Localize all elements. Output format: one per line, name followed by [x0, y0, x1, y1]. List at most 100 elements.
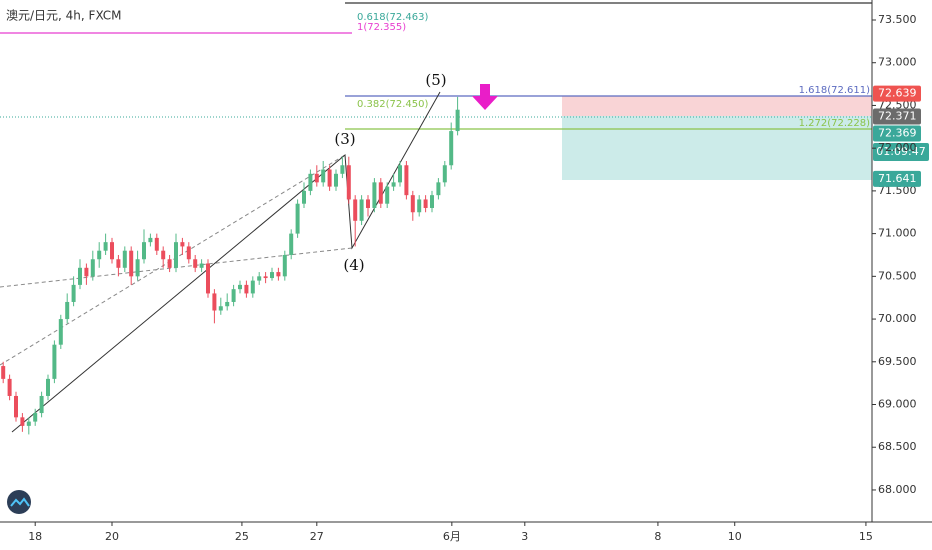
candle-body: [353, 199, 358, 221]
candle-body: [46, 378, 50, 396]
price-label-box: [873, 85, 921, 102]
candle-body: [103, 242, 108, 251]
y-tick-label: 73.000: [878, 56, 917, 69]
candle-body: [442, 165, 447, 183]
candle-body: [1, 366, 6, 379]
x-tick-label: 20: [105, 530, 119, 543]
candle-body: [257, 276, 262, 281]
candle-body: [199, 263, 204, 268]
candle-body: [71, 284, 76, 302]
y-tick-label: 72.000: [878, 141, 917, 154]
countdown-box: [873, 143, 929, 161]
x-tick-label: 3: [521, 530, 528, 543]
x-tick-label: 25: [235, 530, 249, 543]
candle-body: [212, 293, 217, 311]
candle-body: [289, 233, 294, 255]
y-tick-label: 71.500: [878, 184, 917, 197]
candle-body: [340, 165, 345, 174]
y-tick-label: 68.500: [878, 440, 917, 453]
candle-body: [276, 272, 281, 277]
fib-label: 1(72.355): [357, 22, 406, 33]
candle-body: [295, 203, 300, 234]
stop-zone: [562, 96, 872, 116]
candle-body: [238, 284, 242, 290]
candle-body: [372, 182, 377, 208]
candle-body: [334, 173, 338, 187]
wave-guide: [0, 154, 346, 366]
candle-body: [110, 242, 114, 260]
fib-label: 0.382(72.450): [357, 99, 429, 110]
candle-body: [97, 250, 102, 260]
price-label: 72.369: [878, 126, 917, 139]
candle-body: [417, 199, 422, 213]
candle-body: [314, 173, 319, 183]
x-tick-label: 8: [654, 530, 661, 543]
candle-body: [148, 237, 153, 243]
candle-body: [20, 417, 25, 426]
candle-body: [174, 242, 178, 268]
candle-body: [244, 284, 249, 294]
candle-body: [250, 280, 255, 294]
chart-title: 澳元/日元, 4h, FXCM: [6, 9, 122, 23]
down-arrow: [472, 84, 498, 110]
x-tick-label: 10: [728, 530, 742, 543]
x-tick-label: 15: [859, 530, 873, 543]
y-tick-label: 70.000: [878, 312, 917, 325]
candle-body: [26, 421, 31, 426]
candle-body: [231, 289, 236, 302]
candle-body: [154, 237, 159, 251]
target-zone: [562, 116, 872, 180]
candle-body: [180, 242, 185, 247]
candle-body: [52, 344, 57, 379]
fib-label: 0.618(72.463): [357, 12, 429, 23]
y-tick-label: 69.000: [878, 398, 917, 411]
candle-body: [84, 267, 89, 277]
candle-body: [206, 263, 210, 294]
wave-label: (4): [343, 256, 364, 274]
candle-body: [404, 165, 409, 196]
candle-body: [391, 182, 396, 187]
candle-body: [33, 413, 38, 422]
wave-label: (5): [425, 71, 446, 89]
fib-label: 1.618(72.611): [799, 85, 871, 96]
countdown: 01:09:47: [876, 145, 925, 158]
candle-body: [327, 169, 332, 187]
price-label-box: [873, 108, 921, 125]
price-label: 72.371: [878, 109, 917, 122]
candle-body: [218, 306, 223, 311]
candle-body: [378, 182, 383, 204]
wave-label: (3): [334, 130, 355, 148]
candle-body: [225, 301, 230, 307]
y-tick-label: 71.000: [878, 227, 917, 240]
candle-body: [385, 186, 390, 204]
candle-body: [122, 250, 127, 268]
y-tick-label: 69.500: [878, 355, 917, 368]
candle-body: [14, 395, 18, 418]
candle-body: [366, 199, 370, 208]
candle-body: [7, 378, 12, 396]
price-label: 72.639: [878, 87, 917, 100]
y-tick-label: 73.500: [878, 13, 917, 26]
candle-body: [398, 165, 402, 183]
candle-body: [65, 301, 70, 320]
candle-body: [449, 131, 454, 166]
candle-body: [308, 173, 313, 191]
candle-body: [161, 250, 166, 260]
candle-body: [455, 109, 460, 132]
candle-body: [90, 259, 95, 277]
x-tick-label: 6月: [443, 530, 461, 543]
candle-body: [193, 259, 198, 268]
y-tick-label: 72.500: [878, 98, 917, 111]
x-tick-label: 27: [310, 530, 324, 543]
candle-body: [321, 169, 326, 183]
candle-body: [129, 250, 134, 277]
y-tick-label: 68.000: [878, 483, 917, 496]
candle-body: [116, 259, 121, 268]
candle-body: [423, 199, 428, 208]
candle-body: [359, 199, 364, 221]
candle-body: [282, 254, 287, 277]
fib-label: 1.272(72.228): [799, 118, 871, 129]
price-label-box: [873, 125, 921, 142]
candle-body: [302, 190, 306, 204]
